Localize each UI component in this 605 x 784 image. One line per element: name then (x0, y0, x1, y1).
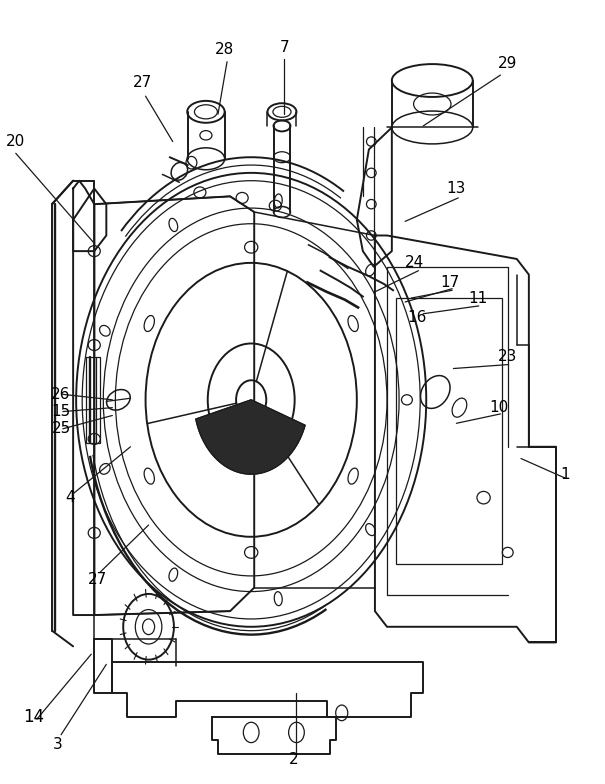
Text: 4: 4 (65, 490, 75, 505)
Text: 11: 11 (468, 291, 487, 306)
Text: 16: 16 (408, 310, 427, 325)
Text: 25: 25 (51, 421, 71, 436)
Text: 23: 23 (498, 350, 517, 365)
Polygon shape (196, 400, 305, 474)
Text: 27: 27 (133, 75, 152, 90)
Text: 7: 7 (280, 40, 289, 55)
Text: 29: 29 (498, 56, 517, 71)
Text: 2: 2 (289, 753, 298, 768)
Text: 20: 20 (6, 134, 25, 149)
Text: 13: 13 (446, 181, 466, 196)
Bar (396, 298, 502, 564)
Text: 3: 3 (53, 737, 63, 752)
Text: 26: 26 (51, 387, 71, 402)
Text: 1: 1 (560, 466, 570, 481)
Text: 14: 14 (24, 708, 44, 726)
Bar (87, 357, 100, 443)
Text: 10: 10 (489, 400, 508, 416)
Text: 27: 27 (88, 572, 107, 587)
Text: 15: 15 (51, 404, 71, 419)
Text: 17: 17 (441, 275, 460, 290)
Text: 28: 28 (214, 42, 234, 56)
Text: 24: 24 (405, 256, 423, 270)
